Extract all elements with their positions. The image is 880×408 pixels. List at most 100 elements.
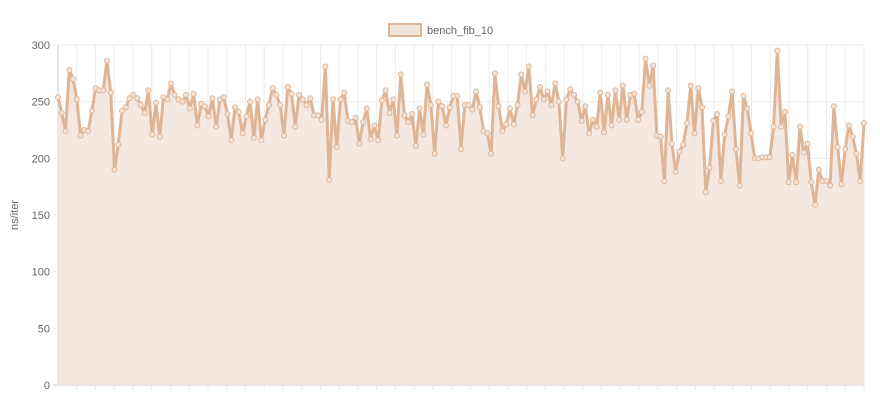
data-point[interactable] <box>201 103 208 110</box>
data-point[interactable] <box>239 130 246 137</box>
data-point[interactable] <box>303 102 310 109</box>
data-point[interactable] <box>578 117 585 124</box>
data-point[interactable] <box>145 87 152 94</box>
data-point[interactable] <box>314 112 321 119</box>
data-point[interactable] <box>796 123 803 130</box>
data-point[interactable] <box>729 88 736 95</box>
data-point[interactable] <box>299 96 306 103</box>
data-point[interactable] <box>567 86 574 93</box>
data-point[interactable] <box>522 88 529 95</box>
data-point[interactable] <box>341 89 348 96</box>
data-point[interactable] <box>827 182 834 189</box>
data-point[interactable] <box>375 137 382 144</box>
data-point[interactable] <box>454 93 461 99</box>
data-point[interactable] <box>149 131 156 138</box>
data-point[interactable] <box>582 103 589 110</box>
data-point[interactable] <box>100 87 107 94</box>
data-point[interactable] <box>73 96 80 103</box>
data-point[interactable] <box>469 106 476 113</box>
data-point[interactable] <box>680 141 687 148</box>
data-point[interactable] <box>563 96 570 103</box>
data-point[interactable] <box>631 90 638 97</box>
data-point[interactable] <box>322 63 329 70</box>
data-point[interactable] <box>412 142 419 149</box>
data-point[interactable] <box>842 146 849 153</box>
data-point[interactable] <box>183 91 190 98</box>
data-point[interactable] <box>156 133 163 140</box>
data-point[interactable] <box>352 114 359 121</box>
data-point[interactable] <box>363 105 370 112</box>
data-point[interactable] <box>424 81 431 88</box>
data-point[interactable] <box>638 108 645 115</box>
data-point[interactable] <box>435 98 442 105</box>
data-point[interactable] <box>552 80 559 87</box>
data-point[interactable] <box>789 151 796 158</box>
data-point[interactable] <box>224 111 231 118</box>
data-point[interactable] <box>514 102 521 109</box>
data-point[interactable] <box>570 91 577 98</box>
data-point[interactable] <box>725 113 732 120</box>
data-point[interactable] <box>683 120 690 127</box>
data-point[interactable] <box>555 98 562 105</box>
data-point[interactable] <box>85 128 92 135</box>
data-point[interactable] <box>107 89 114 96</box>
data-point[interactable] <box>672 168 679 175</box>
data-point[interactable] <box>397 71 404 78</box>
data-point[interactable] <box>804 140 811 147</box>
data-point[interactable] <box>348 119 355 126</box>
data-point[interactable] <box>650 62 657 69</box>
data-point[interactable] <box>427 102 434 109</box>
data-point[interactable] <box>732 146 739 153</box>
legend[interactable]: bench_fib_10 <box>388 23 493 37</box>
data-point[interactable] <box>476 104 483 111</box>
data-point[interactable] <box>280 132 287 139</box>
data-point[interactable] <box>141 110 148 116</box>
data-point[interactable] <box>608 122 615 129</box>
data-point[interactable] <box>793 179 800 186</box>
data-point[interactable] <box>356 140 363 147</box>
data-point[interactable] <box>800 149 807 156</box>
data-point[interactable] <box>721 131 728 138</box>
data-point[interactable] <box>544 88 551 95</box>
data-point[interactable] <box>702 189 709 196</box>
data-point[interactable] <box>574 98 581 105</box>
data-point[interactable] <box>190 90 197 97</box>
data-point[interactable] <box>122 104 129 111</box>
data-point[interactable] <box>420 131 427 138</box>
data-point[interactable] <box>277 102 284 109</box>
data-point[interactable] <box>416 105 423 112</box>
data-point[interactable] <box>232 104 239 111</box>
data-point[interactable] <box>853 150 860 157</box>
data-point[interactable] <box>401 112 408 119</box>
data-point[interactable] <box>619 82 626 89</box>
data-point[interactable] <box>612 87 619 94</box>
data-point[interactable] <box>442 122 449 129</box>
data-point[interactable] <box>55 94 61 101</box>
data-point[interactable] <box>273 91 280 98</box>
data-point[interactable] <box>593 123 600 130</box>
data-point[interactable] <box>213 123 220 130</box>
data-point[interactable] <box>111 166 118 173</box>
data-point[interactable] <box>194 122 201 129</box>
data-point[interactable] <box>250 134 257 141</box>
data-point[interactable] <box>269 85 276 92</box>
data-point[interactable] <box>808 179 815 186</box>
data-point[interactable] <box>360 119 367 126</box>
data-point[interactable] <box>473 88 480 95</box>
data-point[interactable] <box>378 97 385 104</box>
data-point[interactable] <box>586 130 593 137</box>
data-point[interactable] <box>119 107 126 114</box>
data-point[interactable] <box>642 55 649 62</box>
data-point[interactable] <box>823 178 830 184</box>
data-point[interactable] <box>152 99 159 106</box>
data-point[interactable] <box>774 47 781 54</box>
data-point[interactable] <box>484 130 491 137</box>
data-point[interactable] <box>292 123 299 130</box>
data-point[interactable] <box>367 136 374 143</box>
data-point[interactable] <box>706 164 713 171</box>
data-point[interactable] <box>254 96 261 103</box>
data-point[interactable] <box>284 83 291 90</box>
data-point[interactable] <box>179 98 186 105</box>
data-point[interactable] <box>815 166 822 173</box>
data-point[interactable] <box>857 178 864 184</box>
